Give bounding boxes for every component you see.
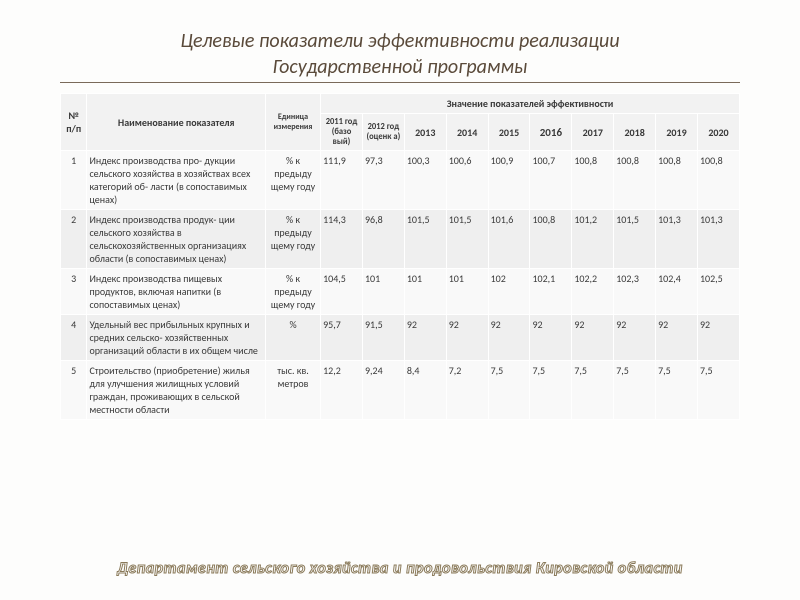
cell-value: 100,8 bbox=[697, 151, 739, 210]
th-year: 2017 bbox=[572, 114, 614, 151]
cell-name: Индекс производства пищевых продуктов, в… bbox=[87, 269, 266, 315]
table-body: 1Индекс производства про- дукции сельско… bbox=[61, 151, 740, 420]
th-values-span: Значение показателей эффективности bbox=[321, 94, 740, 114]
cell-unit: тыс. кв. метров bbox=[265, 361, 320, 420]
cell-unit: % к предыду щему году bbox=[265, 269, 320, 315]
cell-value: 102,5 bbox=[697, 269, 739, 315]
cell-name: Строительство (приобретение) жилья для у… bbox=[87, 361, 266, 420]
cell-value: 101,6 bbox=[488, 210, 530, 269]
cell-value: 101,5 bbox=[614, 210, 656, 269]
cell-unit: % bbox=[265, 315, 320, 361]
cell-value: 100,7 bbox=[530, 151, 572, 210]
cell-value: 92 bbox=[656, 315, 698, 361]
table-header: № п/п Наименование показателя Единица из… bbox=[61, 94, 740, 151]
cell-value: 100,8 bbox=[530, 210, 572, 269]
table-row: 5Строительство (приобретение) жилья для … bbox=[61, 361, 740, 420]
th-year: 2014 bbox=[446, 114, 488, 151]
cell-value: 102,2 bbox=[572, 269, 614, 315]
cell-value: 102,3 bbox=[614, 269, 656, 315]
cell-value: 100,8 bbox=[614, 151, 656, 210]
cell-num: 1 bbox=[61, 151, 87, 210]
title-line-1: Целевые показатели эффективности реализа… bbox=[180, 29, 619, 53]
table-row: 3Индекс производства пищевых продуктов, … bbox=[61, 269, 740, 315]
cell-value: 7,5 bbox=[697, 361, 739, 420]
th-num: № п/п bbox=[61, 94, 87, 151]
cell-value: 7,5 bbox=[572, 361, 614, 420]
th-year: 2020 bbox=[697, 114, 739, 151]
cell-value: 92 bbox=[404, 315, 446, 361]
th-year: 2016 bbox=[530, 114, 572, 151]
th-year: 2015 bbox=[488, 114, 530, 151]
cell-value: 96,8 bbox=[362, 210, 404, 269]
cell-value: 91,5 bbox=[362, 315, 404, 361]
cell-value: 100,8 bbox=[656, 151, 698, 210]
cell-value: 7,2 bbox=[446, 361, 488, 420]
cell-unit: % к предыду щему году bbox=[265, 210, 320, 269]
th-year: 2018 bbox=[614, 114, 656, 151]
indicators-table: № п/п Наименование показателя Единица из… bbox=[60, 93, 740, 420]
cell-num: 2 bbox=[61, 210, 87, 269]
table-row: 2Индекс производства продук- ции сельско… bbox=[61, 210, 740, 269]
cell-name: Индекс производства продук- ции сельског… bbox=[87, 210, 266, 269]
title-underline bbox=[60, 82, 740, 83]
cell-value: 9,24 bbox=[362, 361, 404, 420]
table-row: 4Удельный вес прибыльных крупных и средн… bbox=[61, 315, 740, 361]
th-year: 2013 bbox=[404, 114, 446, 151]
cell-value: 101 bbox=[404, 269, 446, 315]
th-year: 2019 bbox=[656, 114, 698, 151]
cell-value: 101 bbox=[446, 269, 488, 315]
cell-value: 100,8 bbox=[572, 151, 614, 210]
cell-value: 8,4 bbox=[404, 361, 446, 420]
cell-value: 101 bbox=[362, 269, 404, 315]
th-year: 2012 год (оценк а) bbox=[362, 114, 404, 151]
cell-value: 92 bbox=[697, 315, 739, 361]
cell-value: 102 bbox=[488, 269, 530, 315]
cell-value: 101,3 bbox=[656, 210, 698, 269]
cell-value: 12,2 bbox=[321, 361, 363, 420]
cell-value: 7,5 bbox=[656, 361, 698, 420]
th-unit: Единица измерения bbox=[265, 94, 320, 151]
slide: Целевые показатели эффективности реализа… bbox=[0, 0, 800, 600]
cell-value: 101,5 bbox=[404, 210, 446, 269]
cell-name: Удельный вес прибыльных крупных и средни… bbox=[87, 315, 266, 361]
cell-unit: % к предыду щему году bbox=[265, 151, 320, 210]
cell-value: 92 bbox=[488, 315, 530, 361]
table-row: 1Индекс производства про- дукции сельско… bbox=[61, 151, 740, 210]
cell-value: 101,2 bbox=[572, 210, 614, 269]
cell-value: 95,7 bbox=[321, 315, 363, 361]
cell-value: 7,5 bbox=[530, 361, 572, 420]
cell-name: Индекс производства про- дукции сельског… bbox=[87, 151, 266, 210]
cell-value: 101,3 bbox=[697, 210, 739, 269]
cell-value: 102,4 bbox=[656, 269, 698, 315]
cell-value: 92 bbox=[446, 315, 488, 361]
cell-value: 114,3 bbox=[321, 210, 363, 269]
page-title: Целевые показатели эффективности реализа… bbox=[60, 28, 740, 80]
cell-value: 7,5 bbox=[614, 361, 656, 420]
cell-value: 7,5 bbox=[488, 361, 530, 420]
th-year: 2011 год (базо вый) bbox=[321, 114, 363, 151]
cell-value: 92 bbox=[572, 315, 614, 361]
cell-value: 101,5 bbox=[446, 210, 488, 269]
cell-num: 5 bbox=[61, 361, 87, 420]
cell-value: 100,3 bbox=[404, 151, 446, 210]
cell-value: 111,9 bbox=[321, 151, 363, 210]
cell-value: 100,9 bbox=[488, 151, 530, 210]
title-line-2: Государственной программы bbox=[273, 55, 528, 79]
footer-text: Департамент сельского хозяйства и продов… bbox=[0, 559, 800, 578]
cell-value: 97,3 bbox=[362, 151, 404, 210]
cell-num: 4 bbox=[61, 315, 87, 361]
cell-num: 3 bbox=[61, 269, 87, 315]
cell-value: 100,6 bbox=[446, 151, 488, 210]
cell-value: 102,1 bbox=[530, 269, 572, 315]
cell-value: 92 bbox=[530, 315, 572, 361]
th-name: Наименование показателя bbox=[87, 94, 266, 151]
cell-value: 92 bbox=[614, 315, 656, 361]
cell-value: 104,5 bbox=[321, 269, 363, 315]
